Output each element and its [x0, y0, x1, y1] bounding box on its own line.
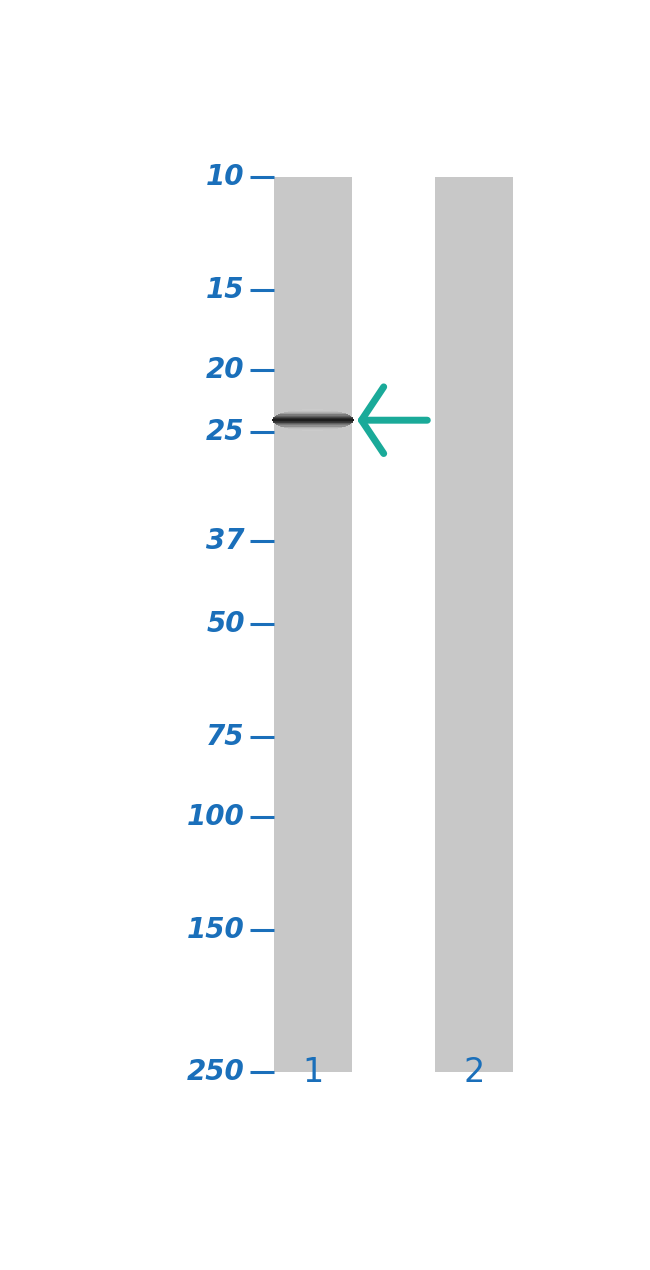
Text: 15: 15	[206, 276, 244, 304]
Text: 100: 100	[187, 803, 244, 831]
Text: 150: 150	[187, 916, 244, 944]
Text: 2: 2	[463, 1057, 485, 1090]
Text: 1: 1	[302, 1057, 324, 1090]
Text: 50: 50	[206, 611, 244, 639]
Text: 75: 75	[206, 723, 244, 751]
Text: 25: 25	[206, 418, 244, 446]
Bar	[274, 177, 352, 1072]
Bar	[435, 177, 514, 1072]
Text: 37: 37	[206, 527, 244, 555]
Text: 10: 10	[206, 163, 244, 190]
Text: 250: 250	[187, 1058, 244, 1086]
Text: 20: 20	[206, 356, 244, 384]
